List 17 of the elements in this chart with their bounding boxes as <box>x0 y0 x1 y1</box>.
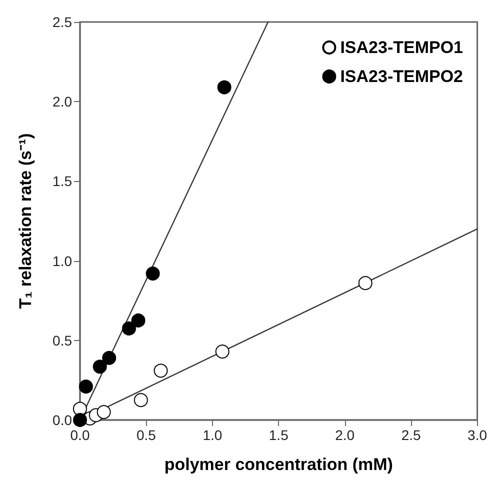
y-tick-label: 1.0 <box>52 252 72 269</box>
x-tick-label: 2.0 <box>335 427 355 443</box>
x-tick-label: 1.5 <box>268 427 289 443</box>
y-axis-title: T₁ relaxation rate (s⁻¹) <box>16 133 35 309</box>
y-tick-label: 0.0 <box>52 412 72 428</box>
y-tick-label: 0.5 <box>52 332 72 348</box>
y-tick-label: 1.5 <box>52 173 72 190</box>
x-tick-label: 1.0 <box>202 427 222 443</box>
y-tick-label: 2.5 <box>52 14 72 30</box>
x-tick-label: 2.5 <box>401 427 421 443</box>
x-tick-label: 3.0 <box>468 427 488 443</box>
legend-label: ISA23-TEMPO2 <box>340 67 463 86</box>
y-tick-label: 2.0 <box>52 94 72 110</box>
x-tick-label: 0.5 <box>136 427 156 443</box>
x-axis-title: polymer concentration (mM) <box>164 455 393 474</box>
legend-label: ISA23-TEMPO1 <box>340 38 463 57</box>
x-tick-label: 0.0 <box>70 427 90 443</box>
